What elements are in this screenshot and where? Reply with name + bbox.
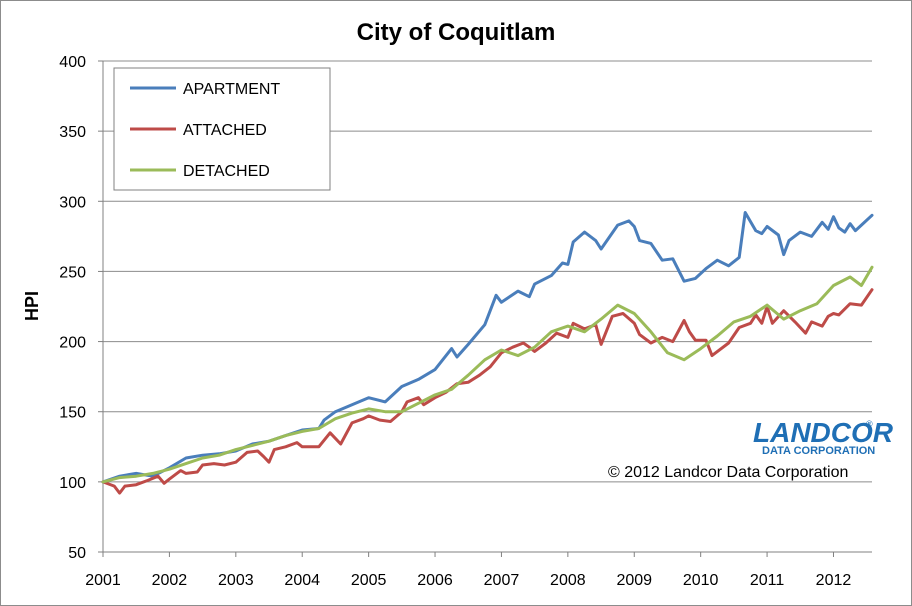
grid	[98, 60, 872, 557]
logo-tagline: DATA CORPORATION	[762, 445, 875, 457]
axes	[102, 61, 872, 553]
y-tick-label: 150	[59, 405, 86, 422]
x-tick-label: 2006	[417, 572, 453, 589]
y-tick-label: 300	[59, 194, 86, 211]
x-tick-label: 2012	[816, 572, 852, 589]
y-tick-label: 50	[68, 545, 86, 562]
x-tick-labels: 2001 2002 2003 2004 2005 2006 2007 2008 2009 2010…	[85, 572, 851, 589]
x-tick-label: 2011	[750, 572, 785, 589]
y-tick-labels: 50 100 150 200 250 300 350 400	[59, 54, 86, 562]
y-tick-label: 350	[59, 124, 86, 141]
x-tick-label: 2003	[218, 572, 254, 589]
logo-registered-mark: ®	[866, 419, 873, 429]
legend-label-apartment: APARTMENT	[183, 81, 280, 98]
landcor-logo: LANDCOR ® DATA CORPORATION	[753, 417, 894, 457]
legend-label-attached: ATTACHED	[183, 122, 267, 139]
y-tick-label: 250	[59, 264, 86, 281]
series-lines	[101, 211, 874, 495]
series-line-detached	[101, 265, 874, 484]
x-tick-label: 2007	[484, 572, 520, 589]
y-tick-label: 200	[59, 335, 86, 352]
x-tick-label: 2005	[351, 572, 387, 589]
x-tick-label: 2009	[616, 572, 652, 589]
x-tick-label: 2004	[284, 572, 320, 589]
series-line-attached	[101, 288, 874, 495]
x-tick-label: 2002	[152, 572, 188, 589]
y-axis-label: HPI	[22, 291, 42, 321]
legend: APARTMENT ATTACHED DETACHED	[113, 67, 331, 191]
y-tick-label: 100	[59, 475, 86, 492]
legend-label-detached: DETACHED	[183, 163, 270, 180]
chart-title: City of Coquitlam	[357, 19, 556, 46]
x-tick-label: 2008	[550, 572, 586, 589]
x-tick-label: 2010	[683, 572, 719, 589]
x-tick-label: 2001	[85, 572, 121, 589]
copyright-text: © 2012 Landcor Data Corporation	[608, 464, 848, 481]
y-tick-label: 400	[59, 54, 86, 71]
logo-wordmark: LANDCOR	[753, 417, 894, 448]
